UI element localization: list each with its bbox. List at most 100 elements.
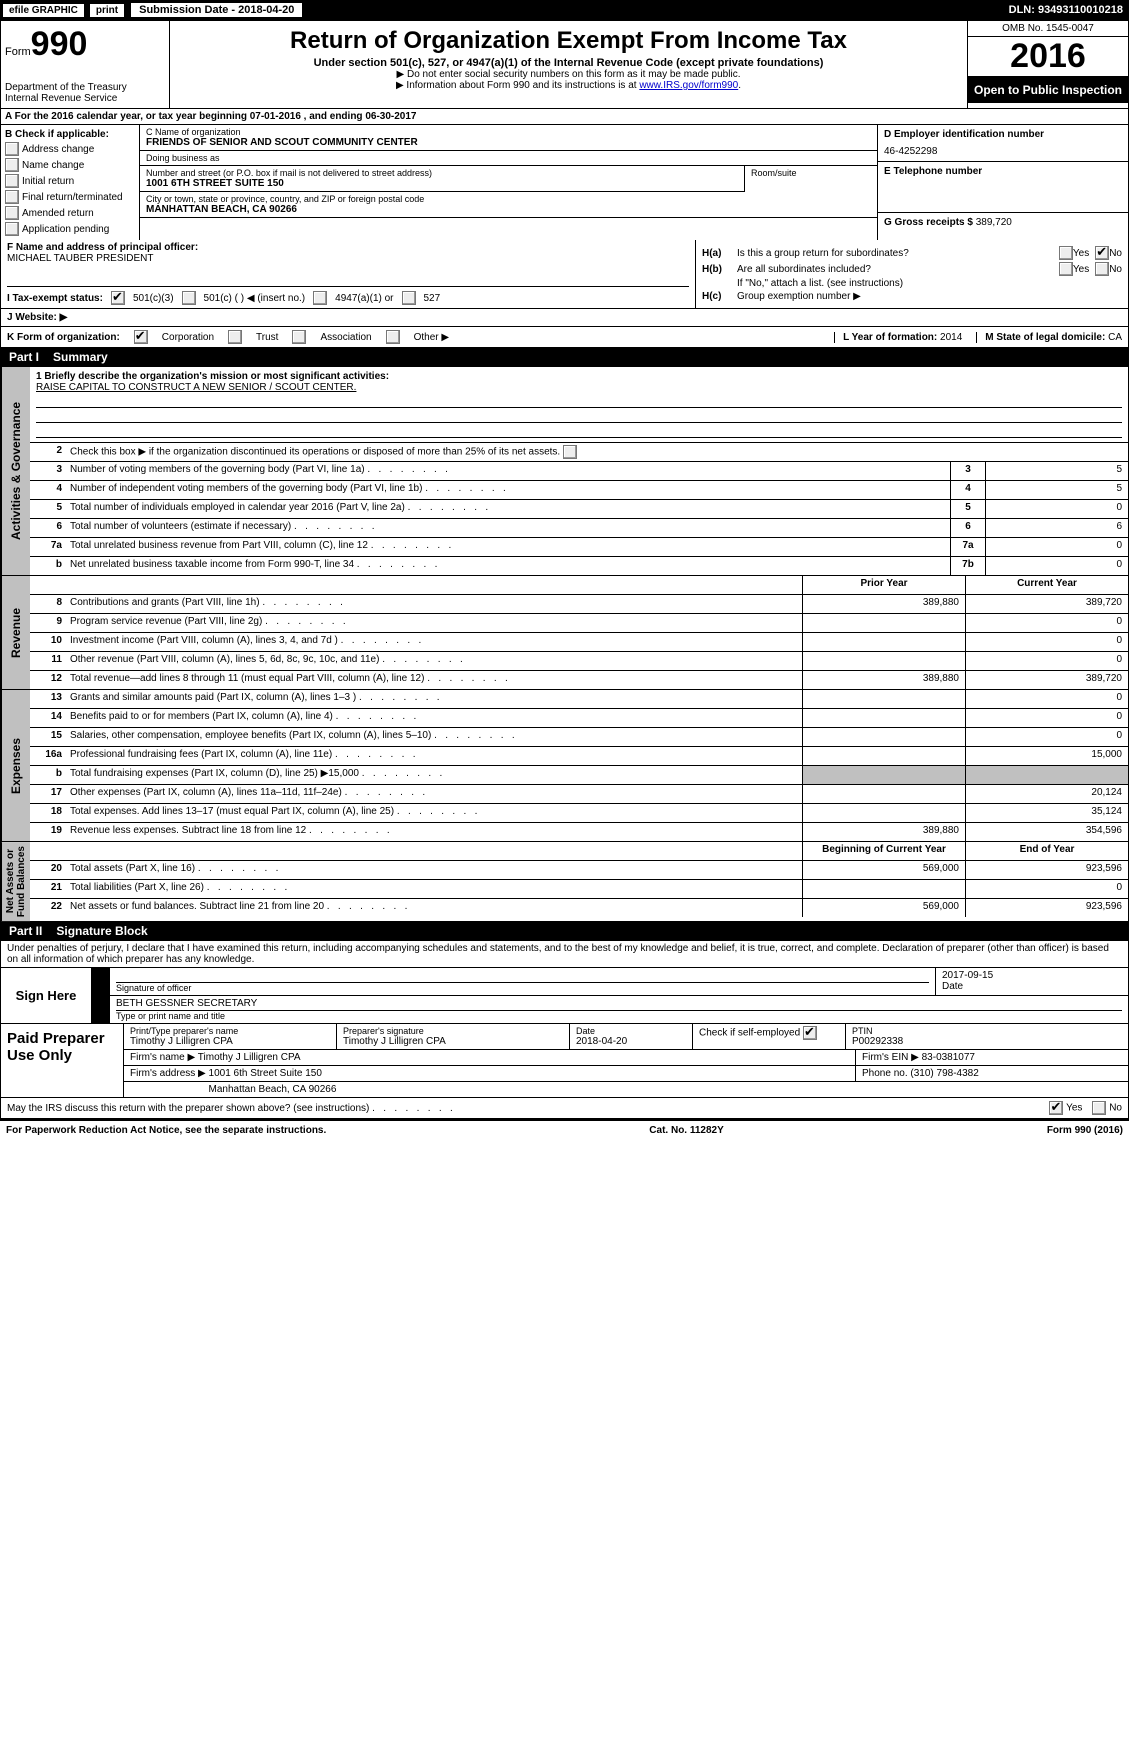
underline (36, 425, 1122, 438)
gross-cell: G Gross receipts $ 389,720 (878, 213, 1128, 232)
prior-year-value (802, 804, 965, 822)
firm-phone: (310) 798-4382 (910, 1068, 978, 1079)
side-label-governance: Activities & Governance (1, 367, 30, 575)
checkbox-icon[interactable] (5, 158, 19, 172)
revenue-section: Revenue Prior Year Current Year 8 Contri… (0, 576, 1129, 690)
sign-date-cell: 2017-09-15 Date (935, 968, 1128, 995)
tel-cell: E Telephone number (878, 162, 1128, 213)
status-4947: 4947(a)(1) or (335, 293, 393, 304)
preparer-row-2: Firm's name ▶ Timothy J Lilligren CPA Fi… (124, 1050, 1128, 1066)
line-value: 0 (985, 538, 1128, 556)
line-value: 0 (985, 500, 1128, 518)
officer-name: BETH GESSNER SECRETARY (116, 998, 1122, 1011)
form-subtitle: Under section 501(c), 527, or 4947(a)(1)… (178, 57, 959, 69)
ptin-cell: PTIN P00292338 (846, 1024, 1128, 1049)
city-cell: City or town, state or province, country… (140, 192, 877, 218)
signature-cell: Signature of officer (110, 968, 935, 995)
firm-ein: 83-0381077 (922, 1052, 975, 1063)
current-year-value: 923,596 (965, 861, 1128, 879)
dba-cell: Doing business as (140, 151, 877, 166)
checkbox-icon[interactable] (5, 142, 19, 156)
checkbox-icon[interactable] (292, 330, 306, 344)
b-label: B Check if applicable: (5, 129, 135, 140)
preparer-row-4: Firm's address ▶ Manhattan Beach, CA 902… (124, 1082, 1128, 1097)
current-year-value: 0 (965, 690, 1128, 708)
prep-self-employed: Check if self-employed (693, 1024, 846, 1049)
discuss-yes: Yes (1049, 1101, 1082, 1115)
prep-date: 2018-04-20 (576, 1036, 686, 1047)
gross-value: 389,720 (976, 217, 1012, 228)
page-footer: For Paperwork Reduction Act Notice, see … (0, 1119, 1129, 1140)
checkbox-icon[interactable] (1049, 1101, 1063, 1115)
checkbox-icon[interactable] (402, 291, 416, 305)
section-bcd: B Check if applicable: Address change Na… (0, 125, 1129, 240)
efile-button[interactable]: efile GRAPHIC (2, 3, 85, 18)
header-left: Form990 Department of the Treasury Inter… (1, 21, 170, 108)
checkbox-icon[interactable] (563, 445, 577, 459)
table-row: 16a Professional fundraising fees (Part … (30, 747, 1128, 766)
preparer-block: Paid Preparer Use Only Print/Type prepar… (0, 1024, 1129, 1098)
line-desc: Net assets or fund balances. Subtract li… (66, 899, 802, 917)
line-num: 2 (30, 443, 66, 461)
line-num: 11 (30, 652, 66, 670)
l-label: L Year of formation: (843, 332, 937, 343)
ptin-value: P00292338 (852, 1036, 1122, 1047)
preparer-label: Paid Preparer Use Only (1, 1024, 124, 1097)
k-corporation: Corporation (162, 332, 214, 343)
prior-year-value (802, 614, 965, 632)
checkbox-icon[interactable] (5, 174, 19, 188)
expenses-body: 13 Grants and similar amounts paid (Part… (30, 690, 1128, 841)
table-row: 19 Revenue less expenses. Subtract line … (30, 823, 1128, 841)
checkbox-icon[interactable] (111, 291, 125, 305)
line-box-num: 4 (950, 481, 985, 499)
hc-question: Group exemption number ▶ (737, 291, 861, 302)
checkbox-icon[interactable] (1059, 262, 1073, 276)
line-box-num: 7a (950, 538, 985, 556)
prior-year-header: Prior Year (802, 576, 965, 594)
org-name: FRIENDS OF SENIOR AND SCOUT COMMUNITY CE… (146, 137, 871, 148)
line-desc: Investment income (Part VIII, column (A)… (66, 633, 802, 651)
hb-note: If "No," attach a list. (see instruction… (737, 278, 903, 289)
m-value: CA (1108, 332, 1122, 343)
checkbox-icon[interactable] (134, 330, 148, 344)
current-year-value: 15,000 (965, 747, 1128, 765)
line-desc: Number of independent voting members of … (66, 481, 950, 499)
status-527: 527 (424, 293, 441, 304)
line-desc: Total revenue—add lines 8 through 11 (mu… (66, 671, 802, 689)
checkbox-icon[interactable] (5, 222, 19, 236)
checkbox-icon[interactable] (228, 330, 242, 344)
line-num: 14 (30, 709, 66, 727)
street-cell: Number and street (or P.O. box if mail i… (140, 166, 745, 192)
discuss-no: No (1092, 1101, 1122, 1115)
line-num: 22 (30, 899, 66, 917)
begin-year-header: Beginning of Current Year (802, 842, 965, 860)
print-button[interactable]: print (89, 3, 125, 18)
prep-sig-cell: Preparer's signature Timothy J Lilligren… (337, 1024, 570, 1049)
org-name-label: C Name of organization (146, 127, 871, 137)
line-num: b (30, 557, 66, 575)
checkbox-icon[interactable] (313, 291, 327, 305)
checkbox-icon[interactable] (1095, 246, 1109, 260)
line-box-num: 7b (950, 557, 985, 575)
checkbox-icon[interactable] (5, 190, 19, 204)
irs-link[interactable]: www.IRS.gov/form990 (639, 80, 738, 91)
checkbox-icon[interactable] (5, 206, 19, 220)
line-num: 9 (30, 614, 66, 632)
part-1-title: Summary (53, 350, 108, 364)
checkbox-icon[interactable] (386, 330, 400, 344)
table-row: 7a Total unrelated business revenue from… (30, 538, 1128, 557)
checkbox-icon[interactable] (1095, 262, 1109, 276)
table-row: 5 Total number of individuals employed i… (30, 500, 1128, 519)
checkbox-icon[interactable] (182, 291, 196, 305)
checkbox-icon[interactable] (1092, 1101, 1106, 1115)
underline (36, 395, 1122, 408)
checkbox-icon[interactable] (1059, 246, 1073, 260)
line-num: 8 (30, 595, 66, 613)
checkbox-icon[interactable] (803, 1026, 817, 1040)
current-year-header: Current Year (965, 576, 1128, 594)
prep-name-cell: Print/Type preparer's name Timothy J Lil… (124, 1024, 337, 1049)
table-row: 22 Net assets or fund balances. Subtract… (30, 899, 1128, 917)
current-year-value: 0 (965, 728, 1128, 746)
line-desc: Other revenue (Part VIII, column (A), li… (66, 652, 802, 670)
row-a-tax-year: A For the 2016 calendar year, or tax yea… (0, 109, 1129, 125)
